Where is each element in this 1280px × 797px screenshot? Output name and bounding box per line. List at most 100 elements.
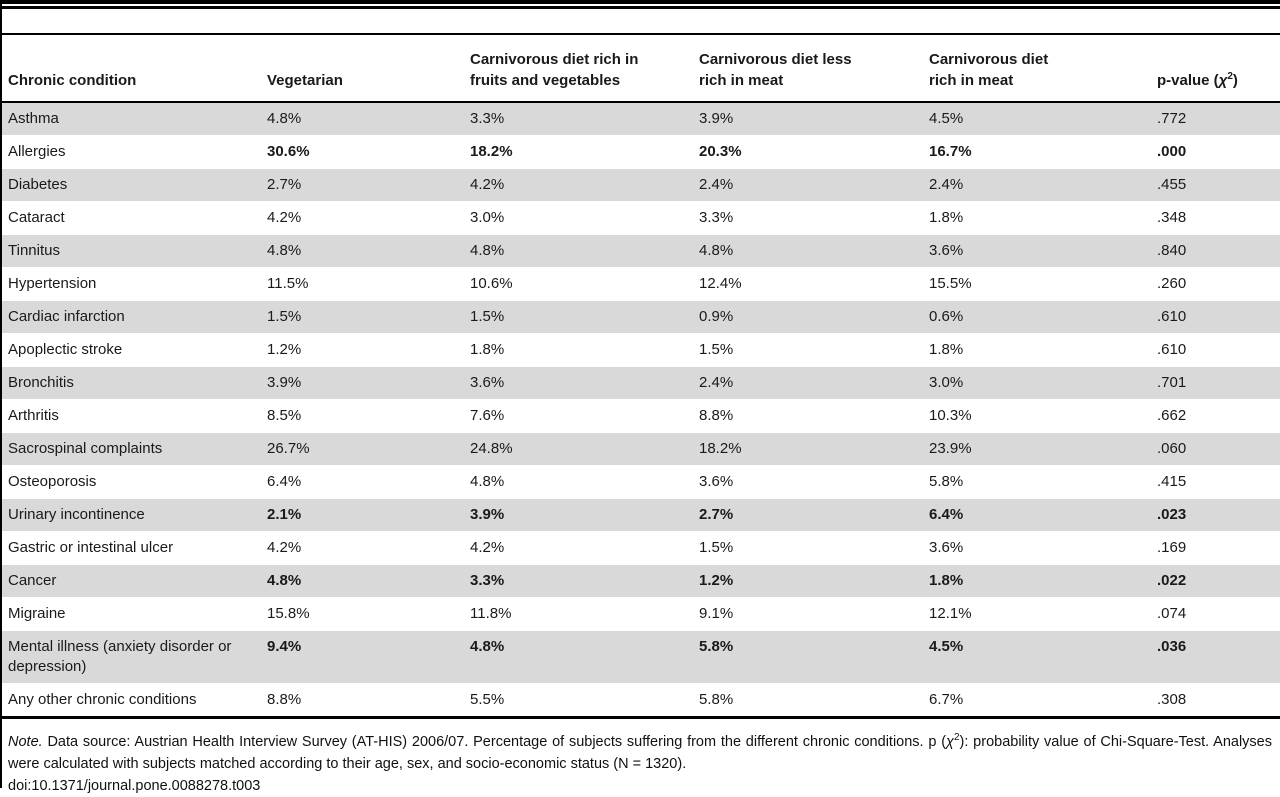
cell-value: 4.8% <box>267 242 302 259</box>
header-line: rich in meat <box>929 72 1014 89</box>
cell-condition: Urinary incontinence <box>8 506 145 523</box>
cell-condition: Arthritis <box>8 407 59 424</box>
cell-value: 26.7% <box>267 440 310 457</box>
cell-pvalue: .610 <box>1157 308 1187 325</box>
table-row: Tinnitus 4.8% 4.8% 4.8% 3.6% .840 <box>0 234 1280 268</box>
table-row: Hypertension 11.5% 10.6% 12.4% 15.5% .260 <box>0 268 1280 301</box>
cell-value: 4.5% <box>929 110 964 127</box>
cell-value: 3.6% <box>470 374 505 391</box>
cell-value: 12.1% <box>929 605 972 622</box>
table-row: Arthritis 8.5% 7.6% 8.8% 10.3% .662 <box>0 400 1280 433</box>
cell-value: 3.6% <box>929 242 964 259</box>
cell-condition: Tinnitus <box>8 242 60 259</box>
top-spacer <box>0 9 1280 33</box>
cell-value: 1.8% <box>470 341 505 358</box>
table-row: Apoplectic stroke 1.2% 1.8% 1.5% 1.8% .610 <box>0 334 1280 367</box>
cell-value: 2.4% <box>929 176 964 193</box>
cell-value: 18.2% <box>699 440 742 457</box>
cell-value: 1.5% <box>470 308 505 325</box>
cell-value: 0.9% <box>699 308 734 325</box>
cell-value: 3.3% <box>470 110 505 127</box>
cell-pvalue: .840 <box>1157 242 1187 259</box>
note-text: ): probability value of Chi-Square-Test.… <box>8 734 1272 772</box>
cell-condition: Gastric or intestinal ulcer <box>8 539 174 556</box>
cell-pvalue: .023 <box>1157 506 1187 523</box>
cell-condition: Mental illness (anxiety disorder or depr… <box>8 638 232 675</box>
cell-value: 2.7% <box>267 176 302 193</box>
cell-value: 5.5% <box>470 683 699 719</box>
cell-pvalue: .000 <box>1157 143 1187 160</box>
header-line: Carnivorous diet less <box>699 51 852 68</box>
cell-value: 4.8% <box>699 242 734 259</box>
cell-condition: Cancer <box>8 572 57 589</box>
cell-value: 4.5% <box>929 638 964 655</box>
cell-condition: Any other chronic conditions <box>0 683 267 719</box>
cell-value: 11.8% <box>470 605 512 622</box>
cell-value: 3.3% <box>470 572 505 589</box>
table-row: Cataract 4.2% 3.0% 3.3% 1.8% .348 <box>0 202 1280 235</box>
cell-value: 6.7% <box>929 683 1157 719</box>
chronic-conditions-table: Chronic condition Vegetarian Carnivorous… <box>0 35 1280 719</box>
table-header: Chronic condition Vegetarian Carnivorous… <box>0 35 1280 103</box>
cell-value: 4.8% <box>470 473 505 490</box>
header-line: fruits and vegetables <box>470 72 621 89</box>
cell-value: 5.8% <box>929 473 964 490</box>
cell-value: 3.3% <box>699 209 734 226</box>
cell-value: 3.6% <box>699 473 734 490</box>
note-text: Data source: Austrian Health Interview S… <box>42 734 947 750</box>
table-row: Gastric or intestinal ulcer 4.2% 4.2% 1.5% 3… <box>0 532 1280 565</box>
header-row: Chronic condition Vegetarian Carnivorous… <box>0 35 1280 103</box>
cell-pvalue: .060 <box>1157 440 1187 457</box>
col-header-chronic-condition: Chronic condition <box>0 35 267 103</box>
cell-pvalue: .662 <box>1157 407 1187 424</box>
cell-value: 6.4% <box>267 473 302 490</box>
col-header-p-value: p-value (χ2) <box>1157 35 1280 103</box>
cell-condition: Hypertension <box>8 275 97 292</box>
cell-value: 18.2% <box>470 143 513 160</box>
cell-pvalue: .455 <box>1157 176 1187 193</box>
cell-condition: Cataract <box>8 209 65 226</box>
left-margin-rule <box>0 0 2 788</box>
cell-condition: Sacrospinal complaints <box>8 440 163 457</box>
cell-value: 11.5% <box>267 275 309 292</box>
cell-value: 2.1% <box>267 506 302 523</box>
cell-value: 1.5% <box>267 308 302 325</box>
cell-pvalue: .415 <box>1157 473 1187 490</box>
cell-value: 1.8% <box>929 341 964 358</box>
cell-pvalue: .036 <box>1157 638 1187 655</box>
cell-value: 0.6% <box>929 308 964 325</box>
top-rule-gap <box>0 4 1280 6</box>
table-row: Bronchitis 3.9% 3.6% 2.4% 3.0% .701 <box>0 366 1280 400</box>
cell-value: 3.9% <box>699 110 734 127</box>
cell-pvalue: .772 <box>1157 110 1187 127</box>
cell-value: 8.8% <box>699 407 734 424</box>
cell-value: 1.5% <box>699 539 734 556</box>
cell-value: 1.5% <box>699 341 734 358</box>
cell-value: 3.9% <box>470 506 505 523</box>
cell-value: 5.8% <box>699 683 929 719</box>
cell-value: 4.2% <box>470 176 505 193</box>
cell-pvalue: .169 <box>1157 539 1187 556</box>
cell-value: 2.4% <box>699 176 734 193</box>
cell-value: 6.4% <box>929 506 964 523</box>
cell-value: 1.8% <box>929 572 964 589</box>
cell-value: 4.8% <box>267 572 302 589</box>
table-row: Any other chronic conditions 8.8% 5.5% 5.8%… <box>0 683 1280 719</box>
cell-value: 3.6% <box>929 539 964 556</box>
chi-exponent: 2 <box>1227 71 1233 82</box>
cell-pvalue: .348 <box>1157 209 1187 226</box>
cell-value: 12.4% <box>699 275 742 292</box>
cell-value: 30.6% <box>267 143 310 160</box>
table-row: Diabetes 2.7% 4.2% 2.4% 2.4% .455 <box>0 168 1280 202</box>
chi-exponent: 2 <box>953 732 960 744</box>
cell-value: 23.9% <box>929 440 972 457</box>
top-rule-upper <box>0 0 1280 4</box>
cell-value: 20.3% <box>699 143 742 160</box>
cell-value: 10.6% <box>470 275 513 292</box>
cell-condition: Osteoporosis <box>8 473 97 490</box>
table-row: Osteoporosis 6.4% 4.8% 3.6% 5.8% .415 <box>0 466 1280 499</box>
table-row: Mental illness (anxiety disorder or depr… <box>0 630 1280 684</box>
table-row: Cardiac infarction 1.5% 1.5% 0.9% 0.6% .610 <box>0 300 1280 334</box>
cell-value: 10.3% <box>929 407 972 424</box>
cell-value: 1.2% <box>699 572 734 589</box>
